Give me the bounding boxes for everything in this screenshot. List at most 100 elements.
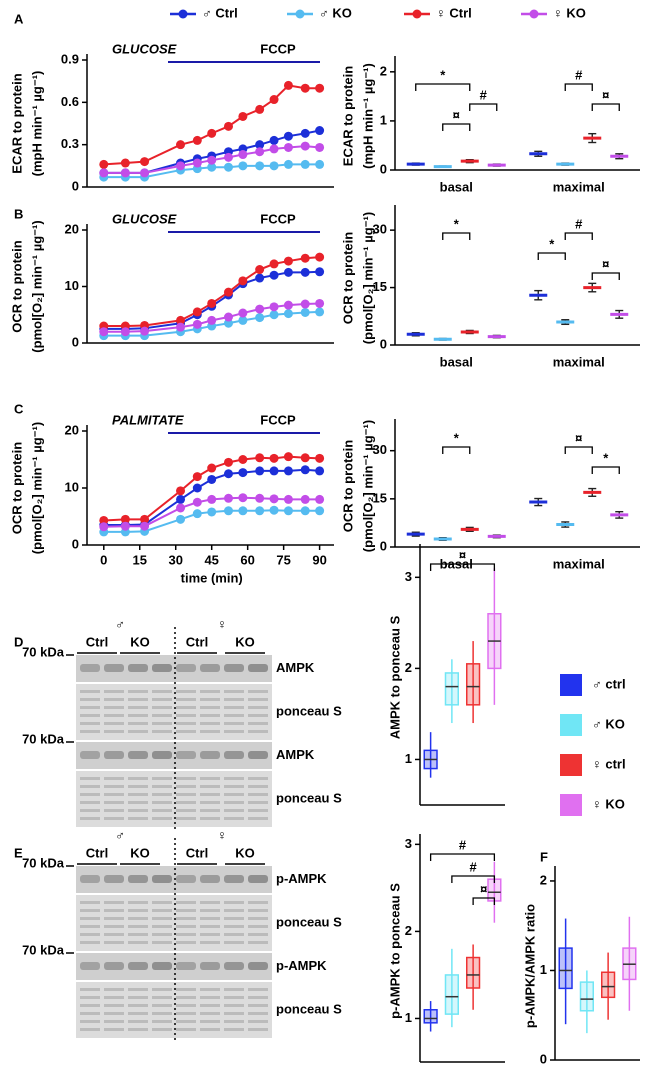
significance-bracket bbox=[451, 875, 496, 883]
data-point bbox=[99, 327, 109, 337]
blot-band bbox=[248, 962, 268, 970]
blot-band bbox=[224, 962, 244, 970]
ponceau-band bbox=[80, 933, 100, 936]
size-marker: 70 kDa bbox=[22, 855, 65, 870]
panel-letter: D bbox=[14, 634, 23, 649]
box bbox=[466, 663, 481, 706]
x-tick-label: 60 bbox=[240, 552, 254, 567]
significance-bracket bbox=[472, 897, 496, 905]
blot-band bbox=[128, 751, 148, 759]
ponceau-band bbox=[152, 801, 172, 804]
significance-label: ¤ bbox=[480, 881, 487, 896]
data-point bbox=[300, 83, 310, 93]
size-marker: 70 kDa bbox=[22, 942, 65, 957]
y-tick-label: 3 bbox=[405, 569, 412, 584]
ponceau-band bbox=[200, 690, 220, 693]
blot-band bbox=[200, 962, 220, 970]
ponceau-band bbox=[104, 722, 124, 725]
ponceau-band bbox=[248, 801, 268, 804]
y-tick-label: 30 bbox=[373, 222, 387, 237]
data-point bbox=[176, 161, 186, 171]
y-axis-label: (pmol[O₂] min⁻¹ µg⁻¹) bbox=[29, 220, 44, 352]
ponceau-band bbox=[128, 917, 148, 920]
ponceau-band bbox=[176, 933, 196, 936]
ponceau-band bbox=[80, 1004, 100, 1007]
injection-label: FCCP bbox=[260, 211, 296, 226]
data-point bbox=[176, 503, 186, 513]
ponceau-band bbox=[200, 793, 220, 796]
ponceau-band bbox=[152, 777, 172, 780]
ponceau-band bbox=[176, 785, 196, 788]
data-point bbox=[283, 452, 293, 462]
data-point bbox=[300, 128, 310, 138]
data-point bbox=[238, 150, 248, 160]
ponceau-band bbox=[224, 785, 244, 788]
annotation: GLUCOSE bbox=[112, 41, 177, 56]
significance-bracket bbox=[442, 446, 471, 454]
x-tick-label: 90 bbox=[312, 552, 326, 567]
data-point bbox=[300, 307, 310, 317]
blot-band bbox=[176, 962, 196, 970]
data-point bbox=[192, 319, 202, 329]
blot-label: AMPK bbox=[276, 747, 315, 762]
ponceau-band bbox=[200, 777, 220, 780]
ponceau-band bbox=[128, 996, 148, 999]
ponceau-band bbox=[80, 714, 100, 717]
group-label: Ctrl bbox=[186, 845, 208, 860]
data-point bbox=[255, 265, 265, 275]
ponceau-band bbox=[248, 793, 268, 796]
data-point bbox=[269, 505, 279, 515]
ponceau-band bbox=[128, 1004, 148, 1007]
y-tick-label: 0 bbox=[380, 161, 387, 176]
ponceau-band bbox=[224, 1004, 244, 1007]
blot-band bbox=[248, 664, 268, 672]
ponceau-band bbox=[200, 941, 220, 944]
y-axis-label: (mpH min⁻¹ µg⁻¹) bbox=[29, 71, 44, 177]
ponceau-band bbox=[104, 917, 124, 920]
ponceau-band bbox=[128, 817, 148, 820]
blot-label: ponceau S bbox=[276, 1001, 342, 1016]
ponceau-band bbox=[152, 785, 172, 788]
blot-band bbox=[104, 751, 124, 759]
y-axis-label: (pmol[O₂] min⁻¹ µg⁻¹) bbox=[360, 212, 375, 344]
ponceau-band bbox=[248, 777, 268, 780]
group-label: KO bbox=[235, 845, 255, 860]
data-point bbox=[223, 469, 233, 479]
data-point bbox=[283, 256, 293, 266]
ponceau-band bbox=[248, 901, 268, 904]
data-point bbox=[255, 313, 265, 323]
blot-band bbox=[104, 664, 124, 672]
data-point bbox=[140, 157, 150, 167]
significance-label: # bbox=[575, 67, 583, 82]
blot-band bbox=[104, 962, 124, 970]
ponceau-band bbox=[200, 909, 220, 912]
data-point bbox=[283, 300, 293, 310]
x-tick-label: maximal bbox=[553, 354, 605, 369]
data-point bbox=[255, 273, 265, 283]
data-point bbox=[315, 506, 325, 516]
ponceau-band bbox=[200, 933, 220, 936]
ponceau-band bbox=[104, 730, 124, 733]
y-tick-label: 0.6 bbox=[61, 94, 79, 109]
data-point bbox=[207, 162, 217, 172]
ponceau-band bbox=[176, 714, 196, 717]
size-marker: 70 kDa bbox=[22, 731, 65, 746]
data-point bbox=[207, 463, 217, 473]
legend-label: ♂ ctrl bbox=[592, 676, 626, 691]
x-tick-label: basal bbox=[440, 354, 473, 369]
x-tick-label: 0 bbox=[100, 552, 107, 567]
box bbox=[444, 974, 459, 1015]
ponceau-band bbox=[224, 909, 244, 912]
blot-band bbox=[80, 962, 100, 970]
box bbox=[558, 947, 573, 990]
data-point bbox=[99, 168, 109, 178]
ponceau-band bbox=[176, 793, 196, 796]
x-tick-label: maximal bbox=[553, 179, 605, 194]
ponceau-band bbox=[248, 690, 268, 693]
legend-swatch bbox=[560, 794, 582, 816]
ponceau-band bbox=[80, 777, 100, 780]
ponceau-band bbox=[104, 988, 124, 991]
group-label: Ctrl bbox=[86, 845, 108, 860]
data-point bbox=[315, 466, 325, 476]
ponceau-band bbox=[152, 698, 172, 701]
